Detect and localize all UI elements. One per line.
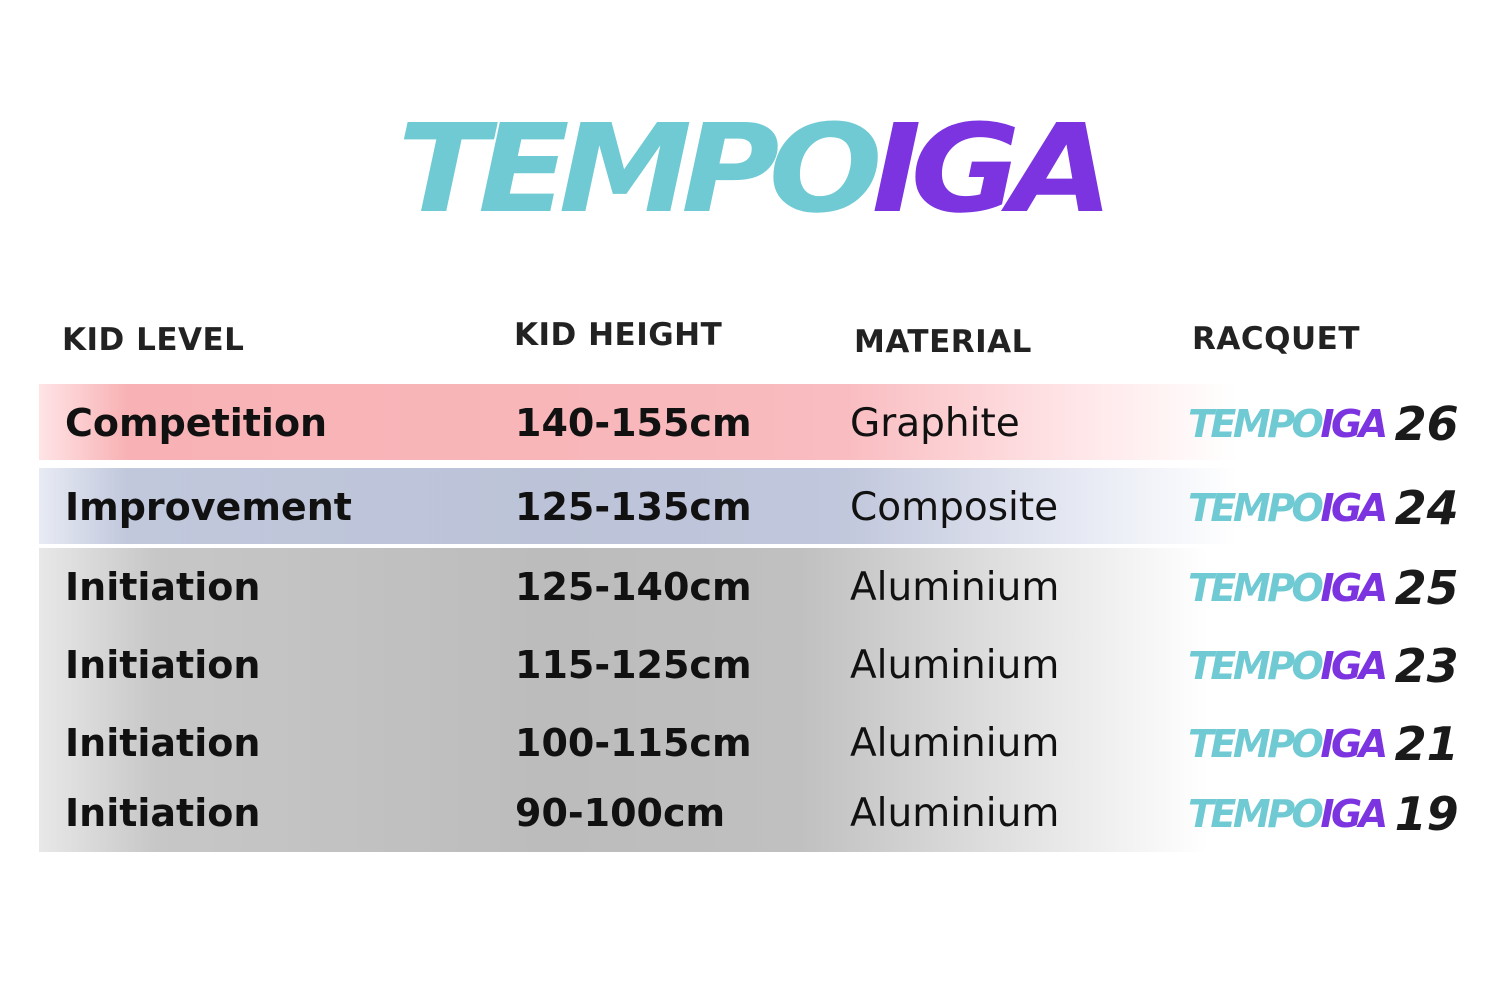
kid-level-cell: Competition [65,401,328,445]
table-row-initiation: Initiation 100-115cm Aluminium TEMPOIGA 2… [39,704,1500,782]
header-kid-level: KID LEVEL [62,322,245,358]
logo-tempo: TEMPO [397,98,882,240]
racquet-cell: TEMPOIGA 26 [1188,401,1459,447]
racquet-logo: TEMPOIGA [1188,722,1388,766]
kid-height-cell: 115-125cm [515,643,752,687]
material-cell: Aluminium [850,791,1060,836]
racquet-logo: TEMPOIGA [1188,486,1388,530]
table-row-initiation: Initiation 90-100cm Aluminium TEMPOIGA 19 [39,774,1500,852]
racquet-logo-tempo: TEMPO [1188,486,1324,530]
racquet-size: 21 [1394,717,1459,771]
racquet-logo-iga: IGA [1320,402,1388,446]
racquet-logo: TEMPOIGA [1188,566,1388,610]
header-racquet: RACQUET [1192,321,1360,357]
racquet-logo-iga: IGA [1320,644,1388,688]
racquet-logo: TEMPOIGA [1188,402,1388,446]
kid-level-cell: Initiation [65,791,261,835]
racquet-logo-tempo: TEMPO [1188,644,1324,688]
header-material: MATERIAL [854,324,1032,360]
racquet-logo-iga: IGA [1320,722,1388,766]
material-cell: Aluminium [850,721,1060,766]
material-cell: Graphite [850,401,1020,446]
material-cell: Composite [850,485,1059,530]
racquet-size: 19 [1394,787,1459,841]
racquet-logo-iga: IGA [1320,792,1388,836]
kid-level-cell: Initiation [65,721,261,765]
racquet-size: 24 [1394,481,1459,535]
kid-level-cell: Improvement [65,485,352,529]
racquet-size: 26 [1394,397,1459,451]
racquet-cell: TEMPOIGA 19 [1188,791,1459,837]
material-cell: Aluminium [850,643,1060,688]
kid-level-cell: Initiation [65,643,261,687]
logo-iga: IGA [871,98,1114,240]
kid-height-cell: 140-155cm [515,401,752,445]
racquet-logo-tempo: TEMPO [1188,792,1324,836]
racquet-logo-tempo: TEMPO [1188,402,1324,446]
kid-height-cell: 90-100cm [515,791,726,835]
table-row-competition: Competition 140-155cm Graphite TEMPOIGA 2… [39,384,1500,460]
racquet-cell: TEMPOIGA 23 [1188,643,1459,689]
table-row-improvement: Improvement 125-135cm Composite TEMPOIGA… [39,468,1500,544]
racquet-logo-iga: IGA [1320,566,1388,610]
kid-level-cell: Initiation [65,565,261,609]
kid-height-cell: 125-140cm [515,565,752,609]
material-cell: Aluminium [850,565,1060,610]
racquet-logo-iga: IGA [1320,486,1388,530]
racquet-logo: TEMPOIGA [1188,792,1388,836]
racquet-logo-tempo: TEMPO [1188,722,1324,766]
racquet-size: 23 [1394,639,1459,693]
racquet-size: 25 [1394,561,1459,615]
table-row-initiation: Initiation 115-125cm Aluminium TEMPOIGA 2… [39,626,1500,704]
racquet-cell: TEMPOIGA 21 [1188,721,1459,767]
table-row-initiation: Initiation 125-140cm Aluminium TEMPOIGA 2… [39,548,1500,626]
header-kid-height: KID HEIGHT [514,317,723,353]
racquet-logo: TEMPOIGA [1188,644,1388,688]
kid-height-cell: 125-135cm [515,485,752,529]
racquet-cell: TEMPOIGA 25 [1188,565,1459,611]
racquet-cell: TEMPOIGA 24 [1188,485,1459,531]
racquet-logo-tempo: TEMPO [1188,566,1324,610]
kid-height-cell: 100-115cm [515,721,752,765]
brand-logo: TEMPOIGA [0,108,1500,230]
